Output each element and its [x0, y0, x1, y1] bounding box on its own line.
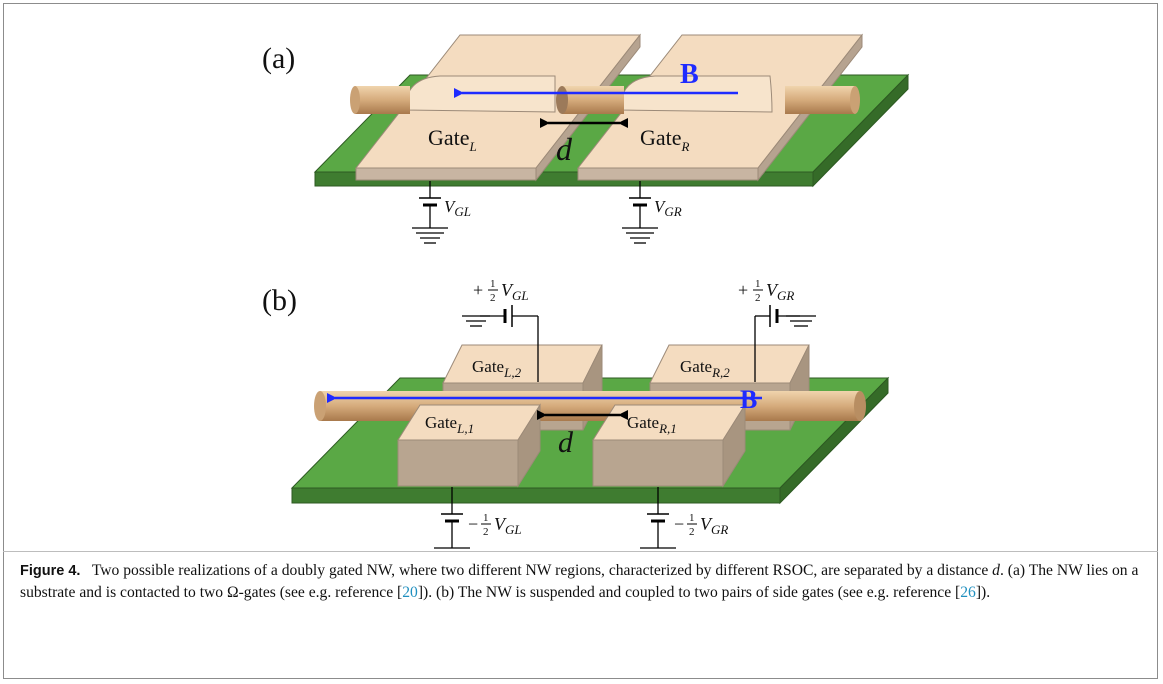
voltage-gr-bottom-b-v: VGR	[700, 514, 728, 537]
voltage-gl-a: VGL	[444, 197, 471, 219]
gate-label-right-2-b: GateR,2	[680, 357, 730, 380]
svg-text:2: 2	[490, 292, 496, 304]
svg-text:2: 2	[689, 526, 695, 538]
battery-gl-bottom-b	[434, 487, 470, 549]
voltage-gr-bottom-b: −	[674, 514, 684, 534]
gate-right-1-b	[592, 403, 746, 488]
figure-caption: Figure 4. Two possible realizations of a…	[20, 560, 1145, 603]
distance-label-a: d	[556, 131, 573, 167]
panel-b-label: (b)	[262, 284, 297, 317]
voltage-gl-top-b: +	[473, 280, 483, 300]
panel-a-label: (a)	[262, 42, 295, 75]
svg-text:1: 1	[689, 512, 695, 524]
reference-link-20[interactable]: 20	[402, 584, 418, 601]
voltage-gl-bottom-b-v: VGL	[494, 514, 522, 537]
panel-a: (a)	[262, 33, 910, 244]
half-fraction-gr-top: 1 2	[753, 278, 763, 304]
voltage-gr-top-b: +	[738, 280, 748, 300]
gate-label-right-a: GateR	[640, 125, 690, 154]
svg-text:2: 2	[483, 526, 489, 538]
caption-text-1: Two possible realizations of a doubly ga…	[91, 562, 993, 579]
distance-label-b: d	[558, 426, 574, 459]
caption-d: d	[992, 562, 1000, 579]
field-label-a: B	[680, 59, 699, 90]
voltage-gr-a: VGR	[654, 197, 682, 219]
svg-text:2: 2	[755, 292, 761, 304]
battery-gr-a	[622, 181, 658, 244]
caption-text-3: ]). (b) The NW is suspended and coupled …	[417, 584, 961, 601]
figure-frame	[3, 3, 1158, 679]
svg-text:1: 1	[483, 512, 489, 524]
half-fraction-gr-bottom: 1 2	[687, 512, 697, 538]
field-label-b: B	[740, 385, 757, 414]
voltage-gl-bottom-b: −	[468, 514, 478, 534]
gate-left-1-b	[397, 403, 541, 488]
battery-gl-a	[412, 181, 448, 244]
battery-gr-bottom-b	[640, 487, 676, 549]
figure-diagram: (a)	[262, 33, 910, 549]
reference-link-26[interactable]: 26	[960, 584, 976, 601]
voltage-gr-top-b-v: VGR	[766, 280, 794, 303]
gate-label-right-1-b: GateR,1	[627, 413, 677, 436]
svg-text:1: 1	[755, 278, 761, 290]
caption-label: Figure 4.	[20, 563, 81, 579]
half-fraction-gl-bottom: 1 2	[481, 512, 491, 538]
gate-label-left-a: GateL	[428, 125, 477, 154]
gate-label-left-1-b: GateL,1	[425, 413, 474, 436]
voltage-gl-top-b-v: VGL	[501, 280, 529, 303]
caption-text-4: ]).	[975, 584, 991, 601]
nanowire-b	[314, 391, 866, 421]
caption-text-2: . (a) The NW lies on a substrate and is …	[20, 562, 1139, 601]
caption-divider	[3, 551, 1158, 552]
nanowire-a	[350, 86, 860, 114]
gate-label-left-2-b: GateL,2	[472, 357, 522, 380]
battery-gr-top-b	[754, 305, 816, 382]
battery-gl-top-b	[462, 305, 539, 382]
svg-text:1: 1	[490, 278, 496, 290]
half-fraction-gl-top: 1 2	[488, 278, 498, 304]
panel-b: (b) GateL,2 GateR,2	[262, 278, 890, 549]
